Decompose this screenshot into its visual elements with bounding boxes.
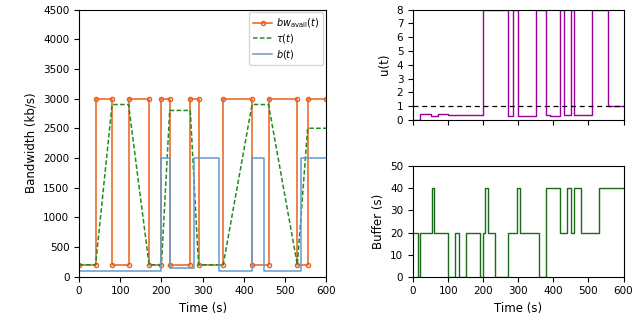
$\tau(t)$: [158, 263, 165, 267]
Y-axis label: u(t): u(t): [378, 54, 391, 75]
X-axis label: Time (s): Time (s): [494, 302, 542, 315]
$bw_{\rm avail}(t)$: [166, 263, 173, 267]
$\tau(t)$: [187, 108, 194, 112]
Y-axis label: Bandwidth (kb/s): Bandwidth (kb/s): [25, 93, 37, 193]
$bw_{\rm avail}(t)$: [108, 263, 116, 267]
Y-axis label: Buffer (s): Buffer (s): [372, 194, 385, 249]
Line: $b(t)$: $b(t)$: [79, 158, 326, 271]
$bw_{\rm avail}(t)$: [248, 97, 256, 100]
$b(t)$: [191, 156, 198, 160]
$b(t)$: [166, 266, 173, 270]
$b(t)$: [158, 156, 165, 160]
Line: $bw_{\rm avail}(t)$: $bw_{\rm avail}(t)$: [77, 96, 329, 267]
$b(t)$: [158, 269, 165, 273]
$b(t)$: [298, 269, 305, 273]
$b(t)$: [75, 269, 83, 273]
$\tau(t)$: [304, 126, 311, 130]
$\tau(t)$: [75, 263, 83, 267]
$bw_{\rm avail}(t)$: [108, 97, 116, 100]
$\tau(t)$: [265, 103, 272, 107]
$\tau(t)$: [92, 263, 99, 267]
$b(t)$: [215, 269, 223, 273]
$\tau(t)$: [322, 126, 330, 130]
$bw_{\rm avail}(t)$: [220, 263, 227, 267]
$\tau(t)$: [195, 263, 203, 267]
$\tau(t)$: [220, 263, 227, 267]
$bw_{\rm avail}(t)$: [322, 97, 330, 100]
$\tau(t)$: [294, 263, 301, 267]
X-axis label: Time (s): Time (s): [179, 302, 227, 315]
$bw_{\rm avail}(t)$: [75, 263, 83, 267]
$bw_{\rm avail}(t)$: [248, 263, 256, 267]
Legend: $bw_{\rm avail}(t)$, $\tau(t)$, $b(t)$: $bw_{\rm avail}(t)$, $\tau(t)$, $b(t)$: [249, 12, 323, 65]
$bw_{\rm avail}(t)$: [146, 97, 153, 100]
$b(t)$: [261, 156, 268, 160]
$bw_{\rm avail}(t)$: [166, 97, 173, 100]
$bw_{\rm avail}(t)$: [158, 263, 165, 267]
$b(t)$: [322, 156, 330, 160]
$b(t)$: [261, 269, 268, 273]
$b(t)$: [215, 156, 223, 160]
$b(t)$: [248, 269, 256, 273]
$bw_{\rm avail}(t)$: [158, 97, 165, 100]
$bw_{\rm avail}(t)$: [187, 263, 194, 267]
$bw_{\rm avail}(t)$: [146, 263, 153, 267]
$bw_{\rm avail}(t)$: [125, 263, 132, 267]
$\tau(t)$: [108, 103, 116, 107]
$bw_{\rm avail}(t)$: [304, 263, 311, 267]
$bw_{\rm avail}(t)$: [125, 97, 132, 100]
$\tau(t)$: [166, 108, 173, 112]
$bw_{\rm avail}(t)$: [220, 97, 227, 100]
$b(t)$: [166, 156, 173, 160]
$bw_{\rm avail}(t)$: [92, 97, 99, 100]
$bw_{\rm avail}(t)$: [294, 263, 301, 267]
$bw_{\rm avail}(t)$: [265, 97, 272, 100]
$\tau(t)$: [146, 263, 153, 267]
$b(t)$: [298, 156, 305, 160]
$bw_{\rm avail}(t)$: [304, 97, 311, 100]
$bw_{\rm avail}(t)$: [187, 97, 194, 100]
Line: $\tau(t)$: $\tau(t)$: [79, 105, 326, 265]
$bw_{\rm avail}(t)$: [294, 97, 301, 100]
$bw_{\rm avail}(t)$: [195, 263, 203, 267]
$\tau(t)$: [125, 103, 132, 107]
$bw_{\rm avail}(t)$: [195, 97, 203, 100]
$b(t)$: [248, 156, 256, 160]
$\tau(t)$: [248, 103, 256, 107]
$b(t)$: [191, 266, 198, 270]
$bw_{\rm avail}(t)$: [265, 263, 272, 267]
$bw_{\rm avail}(t)$: [92, 263, 99, 267]
